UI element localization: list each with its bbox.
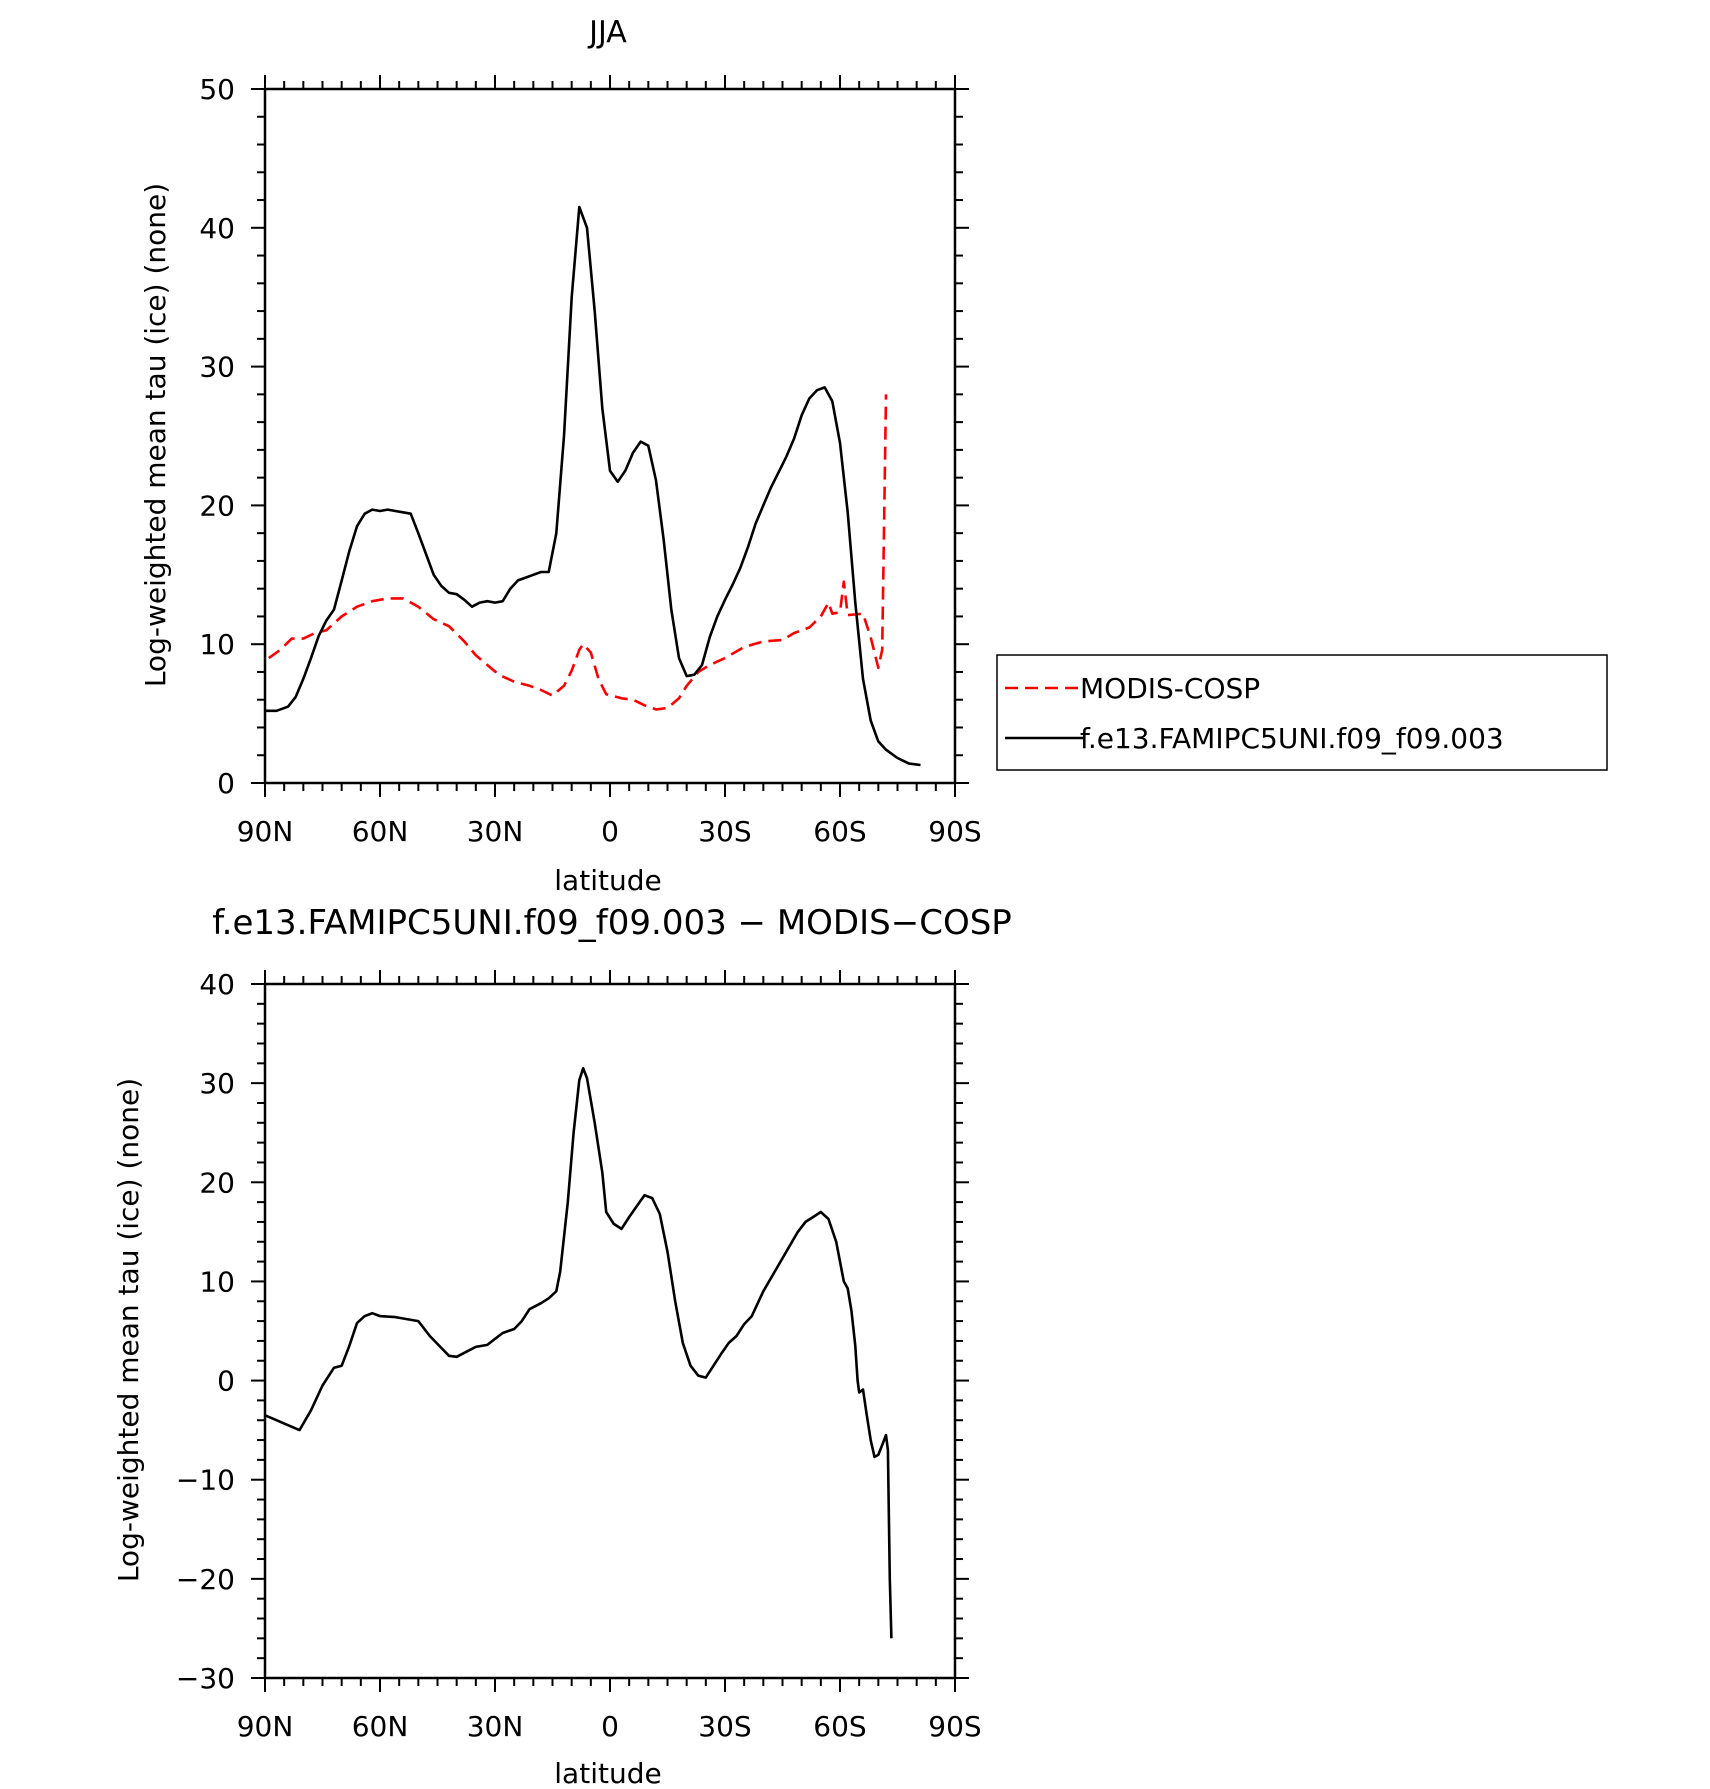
bottom-y-tick-label: −10 — [176, 1464, 235, 1497]
top-y-tick-label: 20 — [199, 489, 235, 522]
legend-label-modis-cosp: MODIS-COSP — [1080, 672, 1260, 705]
bottom-series-line-difference — [264, 1067, 893, 1639]
bottom-x-axis-label: latitude — [554, 1757, 661, 1789]
bottom-axis-ticks: 90N 60N 30N 0 30S 60S 90S −30 −20 −10 0 10 20 30 40 — [176, 968, 982, 1743]
top-x-tick-label: 90N — [237, 815, 294, 848]
legend-box — [996, 654, 1608, 771]
bottom-y-tick-label: 30 — [199, 1067, 235, 1100]
top-panel: JJA Log-weighted mean tau (ice) (none) l… — [139, 15, 1608, 897]
top-x-tick-label: 30S — [698, 815, 751, 848]
top-y-tick-label: 40 — [199, 212, 235, 245]
bottom-x-tick-label: 0 — [601, 1710, 619, 1743]
top-legend: MODIS-COSP f.e13.FAMIPC5UNI.f09_f09.003 — [996, 654, 1608, 771]
legend-label-model: f.e13.FAMIPC5UNI.f09_f09.003 — [1080, 722, 1504, 755]
bottom-chart-title: f.e13.FAMIPC5UNI.f09_f09.003 − MODIS−COS… — [212, 903, 1012, 943]
top-y-axis-label: Log-weighted mean tau (ice) (none) — [139, 183, 172, 687]
bottom-x-tick-label: 60S — [813, 1710, 866, 1743]
top-x-tick-label: 30N — [467, 815, 524, 848]
top-x-tick-label: 60S — [813, 815, 866, 848]
top-y-tick-label: 30 — [199, 351, 235, 384]
top-plot-frame — [263, 87, 957, 785]
bottom-x-tick-label: 90S — [928, 1710, 981, 1743]
top-chart-title: JJA — [587, 15, 627, 50]
top-axis-ticks: 90N 60N 30N 0 30S 60S 90S 0 10 20 30 40 50 — [199, 73, 981, 848]
bottom-x-tick-label: 60N — [352, 1710, 409, 1743]
bottom-y-tick-label: 40 — [199, 968, 235, 1001]
bottom-y-tick-label: 0 — [217, 1365, 235, 1398]
top-series-line-f-e13-famipc5uni-f09-f09-003 — [265, 205, 921, 767]
top-y-tick-label: 10 — [199, 628, 235, 661]
top-x-axis-label: latitude — [554, 864, 661, 897]
top-y-tick-label: 0 — [217, 767, 235, 800]
bottom-y-tick-label: −20 — [176, 1563, 235, 1596]
bottom-x-tick-label: 90N — [237, 1710, 294, 1743]
bottom-y-tick-label: 20 — [199, 1166, 235, 1199]
top-series-lines — [265, 205, 921, 767]
bottom-plot-frame — [263, 982, 957, 1680]
bottom-y-tick-label: −30 — [176, 1662, 235, 1695]
top-y-tick-label: 50 — [199, 73, 235, 106]
bottom-y-tick-label: 10 — [199, 1265, 235, 1298]
bottom-x-tick-label: 30S — [698, 1710, 751, 1743]
top-x-tick-label: 0 — [601, 815, 619, 848]
bottom-y-axis-label: Log-weighted mean tau (ice) (none) — [112, 1078, 145, 1582]
bottom-x-tick-label: 30N — [467, 1710, 524, 1743]
bottom-panel: f.e13.FAMIPC5UNI.f09_f09.003 − MODIS−COS… — [112, 903, 1012, 1789]
top-x-tick-label: 60N — [352, 815, 409, 848]
bottom-series-lines — [264, 1067, 893, 1639]
top-x-tick-label: 90S — [928, 815, 981, 848]
